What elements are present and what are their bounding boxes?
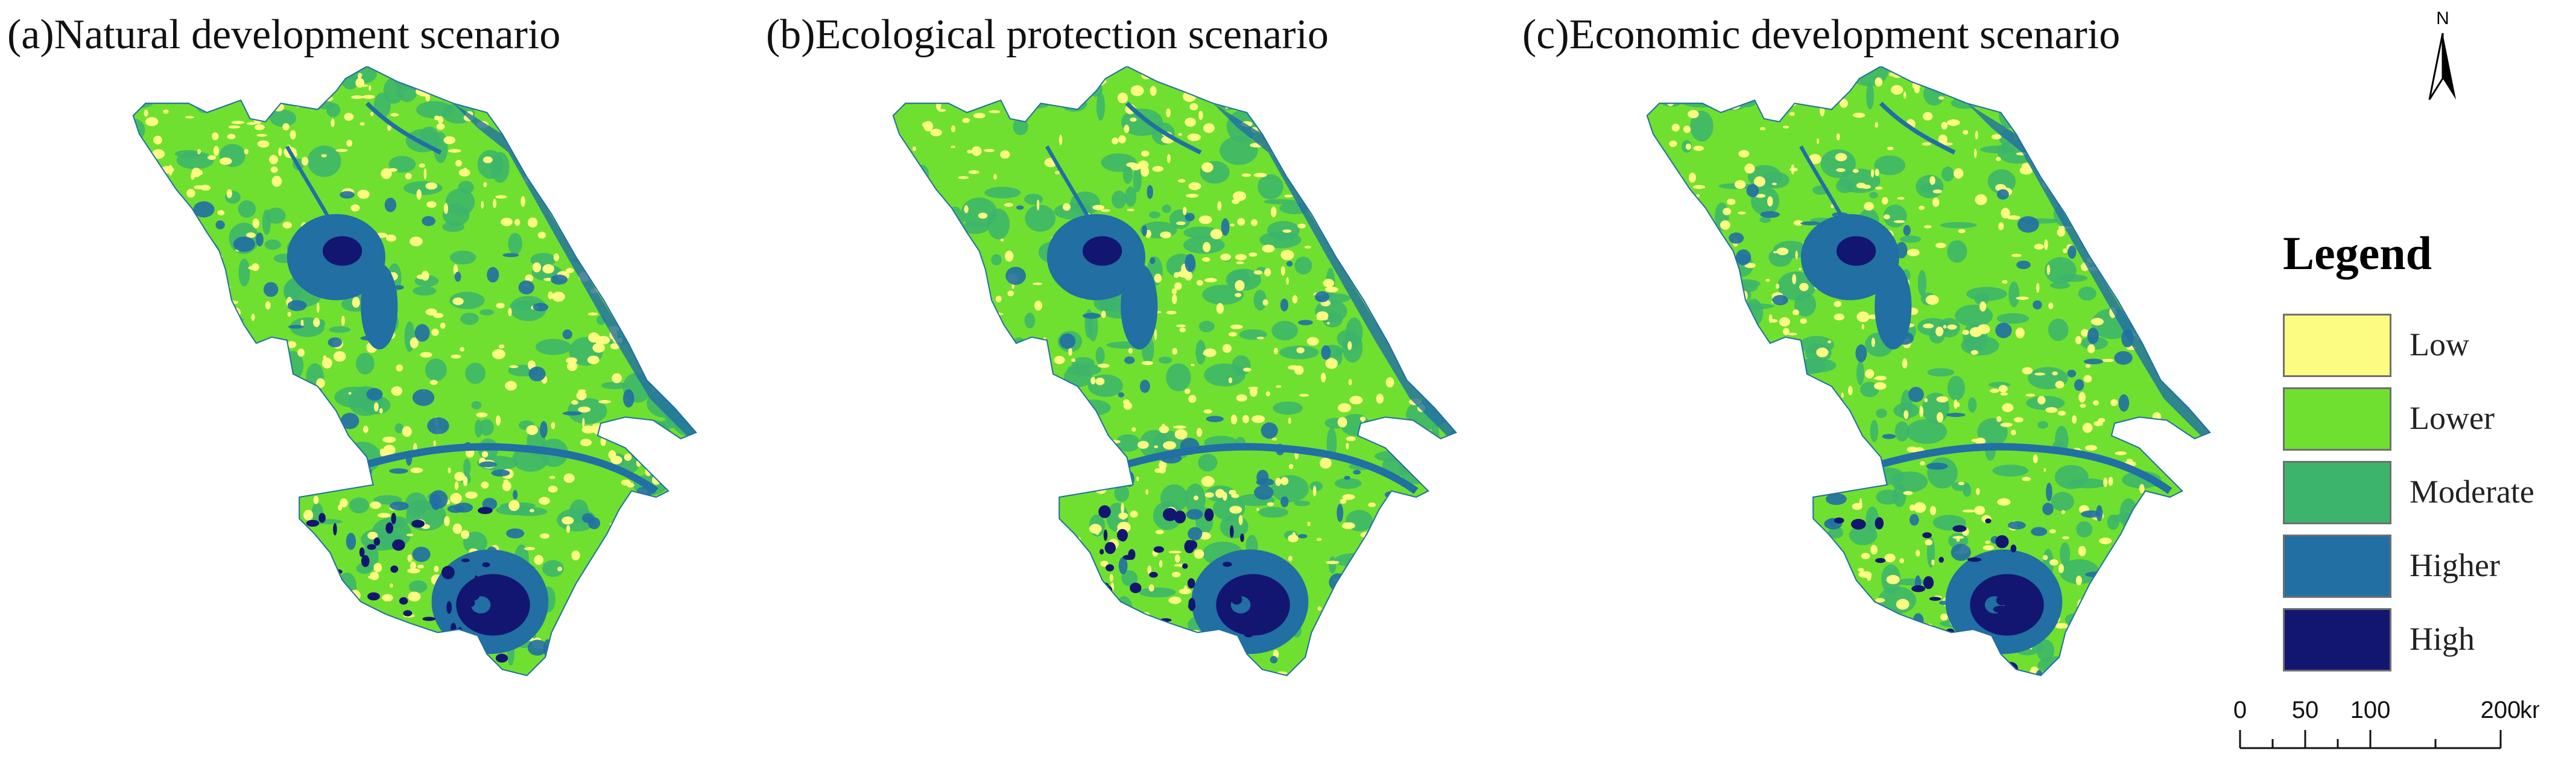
scale-tick-100: 100 (2350, 697, 2391, 723)
north-arrow-icon: N (2428, 8, 2456, 100)
legend-title: Legend (2283, 227, 2432, 279)
map-ecological-protection (892, 66, 1457, 676)
legend-label-higher: Higher (2410, 547, 2500, 583)
panel-title-ecological: (b)Ecological protection scenario (766, 11, 1329, 58)
legend-swatch-high (2283, 608, 2391, 671)
panel-title-natural: (a)Natural development scenario (7, 11, 561, 58)
scale-bar: 0 50 100 200 km (2233, 697, 2539, 749)
scale-tick-0: 0 (2233, 697, 2247, 723)
scale-bar-ruler (2239, 730, 2502, 749)
legend-swatch-lower (2283, 387, 2391, 451)
legend-item-lower: Lower (2283, 387, 2572, 451)
scale-tick-50: 50 (2292, 697, 2319, 723)
legend-swatch-higher (2283, 535, 2391, 598)
scale-tick-200: 200 (2481, 697, 2521, 723)
scale-unit: km (2520, 697, 2539, 723)
legend-item-moderate: Moderate (2283, 461, 2572, 524)
legend-label-lower: Lower (2410, 400, 2495, 436)
legend-label-moderate: Moderate (2410, 474, 2534, 510)
legend-item-high: High (2283, 608, 2572, 671)
north-arrow-label: N (2436, 8, 2449, 28)
legend-label-high: High (2410, 621, 2475, 657)
legend-swatch-low (2283, 314, 2391, 377)
legend-item-low: Low (2283, 314, 2572, 377)
map-natural-development (132, 66, 697, 676)
legend-item-higher: Higher (2283, 535, 2572, 598)
map-economic-development (1646, 66, 2211, 676)
legend-swatch-moderate (2283, 461, 2391, 524)
panel-title-economic: (c)Economic development scenario (1522, 11, 2121, 58)
legend-label-low: Low (2410, 326, 2469, 363)
